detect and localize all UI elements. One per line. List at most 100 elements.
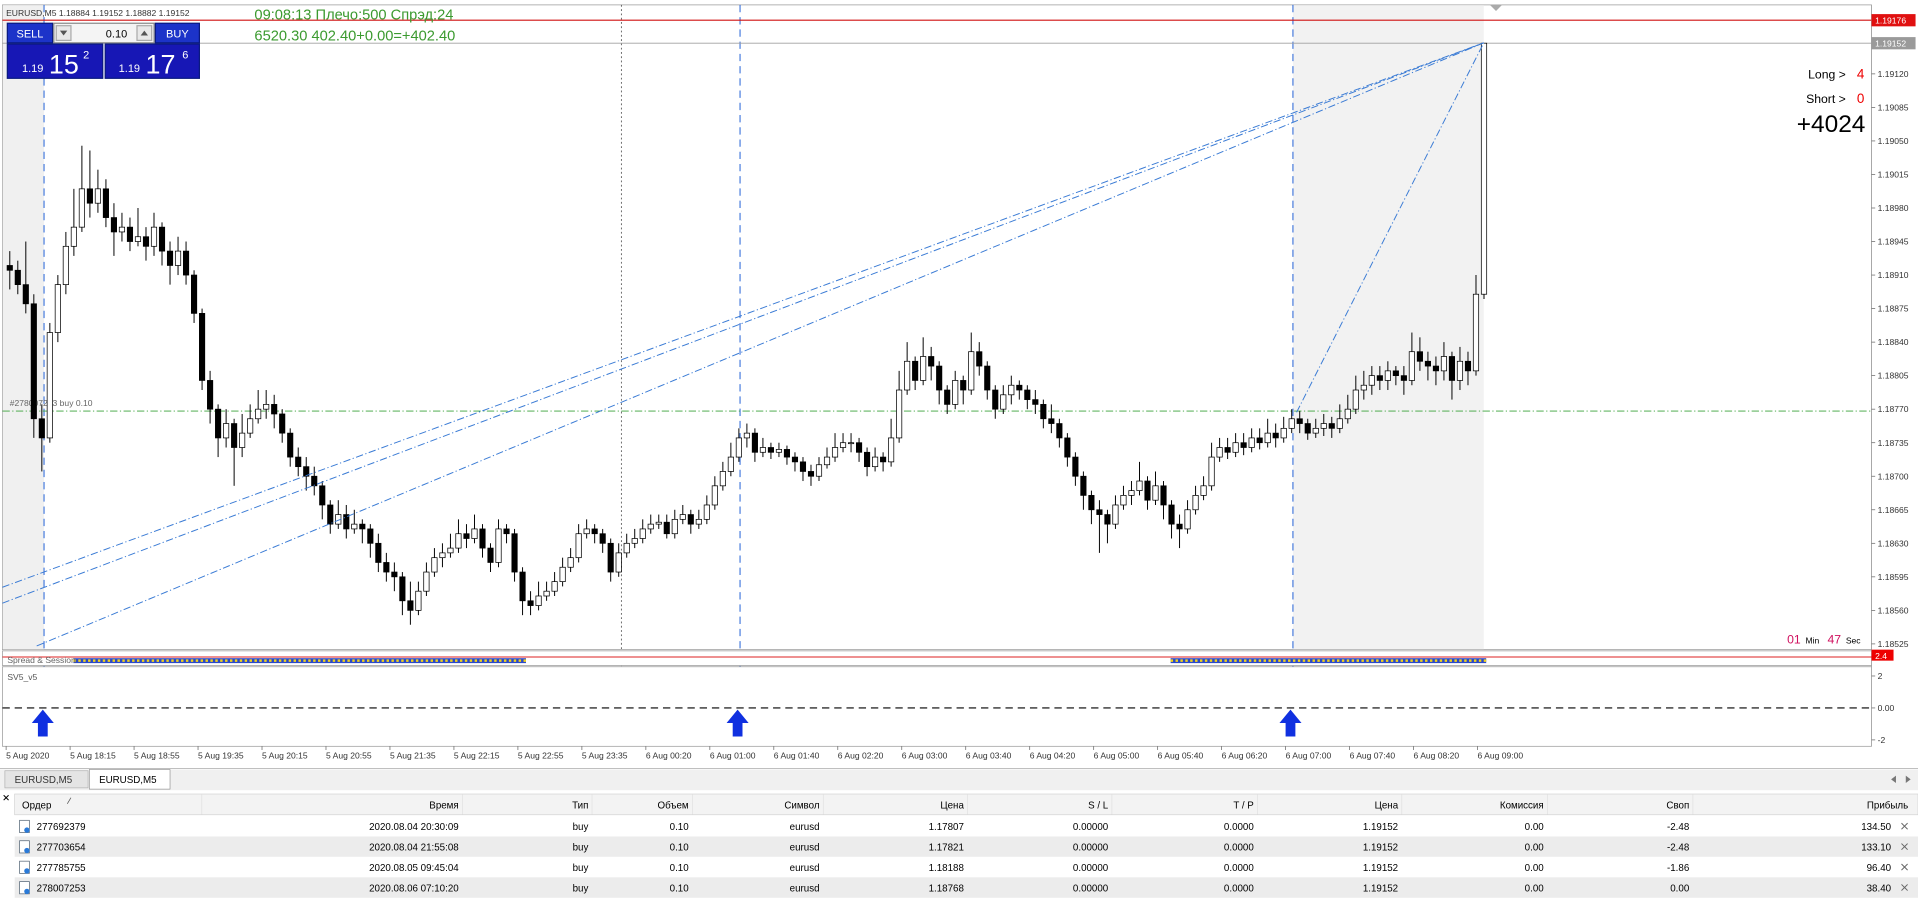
candle-body — [1176, 523, 1183, 530]
candle-body — [615, 552, 622, 573]
close-order[interactable] — [1901, 884, 1908, 891]
candle-body — [743, 432, 750, 439]
candle-body — [174, 250, 182, 266]
table-cell: 277692379 — [37, 822, 86, 833]
time-label: 5 Aug 23:35 — [582, 751, 628, 761]
candle-body — [447, 547, 454, 554]
order-icon — [19, 840, 30, 854]
y-tick-label: 1.18945 — [1878, 237, 1909, 247]
close-order[interactable] — [1901, 843, 1908, 851]
table-cell: 1.19152 — [1363, 822, 1398, 833]
ask-big: 17 — [146, 49, 176, 79]
trade-panel: SELL 0.10 BUY 1.19 15 2 1.19 17 6 — [6, 22, 200, 79]
table-header — [14, 793, 1918, 816]
candle-body — [415, 590, 422, 611]
candle-body — [575, 533, 582, 559]
candle-body — [287, 432, 294, 458]
candle-body — [944, 389, 951, 405]
candle-body — [327, 504, 334, 525]
bid-small: 2 — [83, 50, 89, 62]
candle-body — [1216, 447, 1223, 458]
info-line: 09:08:13 Плечо:500 Спрэд:24 — [254, 8, 453, 24]
bid-label: 1.19152 — [1875, 38, 1906, 48]
candle-body — [182, 250, 190, 276]
table-cell: 1.18188 — [929, 863, 964, 874]
order-icon — [19, 860, 30, 874]
candle-body — [1128, 490, 1135, 496]
candle-body — [279, 413, 286, 434]
candle-body — [1184, 509, 1191, 530]
candle-body — [503, 528, 510, 535]
candle-body — [1440, 356, 1448, 372]
table-cell: 0.00 — [1670, 883, 1690, 894]
candle-body — [856, 442, 863, 453]
candle-body — [1160, 485, 1167, 506]
y-tick-label: 1.19120 — [1878, 69, 1909, 79]
scroll-left[interactable] — [1891, 775, 1896, 783]
close-order[interactable] — [1901, 863, 1908, 871]
candle-body — [831, 447, 839, 458]
time-label: 6 Aug 03:40 — [966, 751, 1012, 761]
trade-line — [2, 42, 1484, 588]
tab-bar — [0, 769, 1918, 791]
y-tick-label: 1.18875 — [1878, 304, 1909, 314]
long-label: Long > — [1808, 67, 1846, 81]
sort-indicator — [66, 797, 72, 804]
candle-body — [527, 600, 534, 606]
candle-body — [775, 449, 783, 453]
scroll-right[interactable] — [1905, 775, 1911, 783]
y-tick-label: 1.18805 — [1878, 371, 1909, 381]
ask-box[interactable] — [104, 43, 200, 79]
candle-body — [375, 542, 382, 563]
candle-body — [1408, 351, 1415, 381]
column-header: Объем — [658, 801, 689, 812]
candle-body — [543, 590, 550, 597]
ask-label: 1.19176 — [1875, 15, 1906, 25]
panel-close[interactable] — [3, 794, 9, 801]
sell-button[interactable] — [6, 22, 54, 44]
close-order[interactable] — [1901, 822, 1908, 830]
candle-body — [199, 313, 206, 381]
candle-body — [6, 265, 13, 271]
table-cell: 38.40 — [1867, 883, 1892, 894]
shaded-area — [1292, 5, 1484, 650]
table-cell: buy — [573, 863, 589, 874]
y-tick-label: 1.18595 — [1878, 572, 1909, 582]
order-icon-dot — [24, 868, 30, 874]
up-arrow — [726, 709, 749, 737]
candle-body — [78, 188, 85, 228]
table-cell: 1.18768 — [929, 883, 964, 894]
column-header: S / L — [1088, 801, 1109, 812]
candle-body — [383, 562, 390, 573]
candle-body — [888, 437, 895, 463]
time-label: 6 Aug 08:20 — [1414, 751, 1460, 761]
candle-body — [551, 581, 558, 592]
time-label: 5 Aug 22:55 — [518, 751, 564, 761]
candle-body — [247, 418, 254, 434]
candle-body — [1152, 485, 1159, 501]
candle-body — [1264, 432, 1271, 444]
candle-body — [1120, 495, 1127, 506]
candle-body — [799, 461, 807, 472]
candle-body — [968, 351, 975, 391]
table-row — [14, 836, 1918, 857]
bid-box[interactable] — [6, 43, 104, 79]
candle-body — [1384, 370, 1391, 381]
tab-active[interactable] — [88, 769, 171, 790]
buy-button[interactable] — [154, 22, 200, 44]
candle-body — [1104, 514, 1111, 525]
candle-body — [166, 250, 174, 266]
lot-field[interactable] — [53, 22, 155, 44]
order-icon-dot — [24, 847, 30, 854]
candle-body — [407, 600, 414, 611]
column-header: Комиссия — [1500, 801, 1544, 812]
candle-body — [599, 533, 606, 544]
column-header: Символ — [784, 801, 820, 812]
candle-body — [54, 284, 61, 333]
time-label: 6 Aug 02:20 — [838, 751, 884, 761]
tab[interactable] — [4, 770, 89, 789]
candle-body — [839, 442, 847, 448]
info-line: 6520.30 402.40+0.00=+402.40 — [254, 28, 455, 44]
candle-body — [102, 188, 109, 218]
candle-body — [46, 332, 53, 439]
